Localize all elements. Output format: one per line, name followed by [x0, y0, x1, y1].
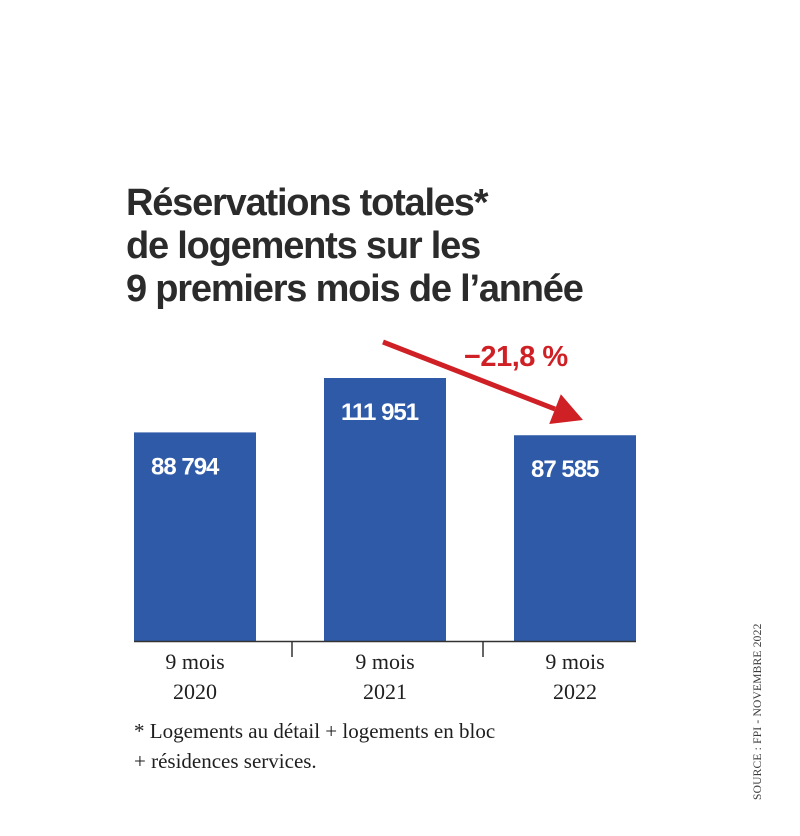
x-tick-label-2-0: 9 mois — [545, 649, 604, 674]
x-tick-label-2-1: 2022 — [553, 679, 597, 704]
trend-arrowhead — [549, 394, 583, 425]
bar-0 — [134, 432, 256, 641]
bar-1 — [324, 378, 446, 641]
x-tick-label-0-0: 9 mois — [165, 649, 224, 674]
chart-title-line-3: 9 premiers mois de l’année — [126, 268, 584, 310]
bar-2 — [514, 435, 636, 641]
trend-arrow-line — [382, 339, 556, 412]
footnote: * Logements au détail + logements en blo… — [134, 716, 654, 776]
chart-title-line-1: Réservations totales* — [126, 182, 488, 224]
chart-title-line-2: de logements sur les — [126, 225, 481, 267]
x-tick-label-1-0: 9 mois — [355, 649, 414, 674]
footnote-line-2: + résidences services. — [134, 749, 317, 773]
footnote-line-1: * Logements au détail + logements en blo… — [134, 719, 496, 743]
change-percent-label: −21,8 % — [464, 341, 568, 373]
x-tick-label-1-1: 2021 — [363, 679, 407, 704]
bar-value-label-1: 111 951 — [341, 399, 419, 426]
bar-value-label-2: 87 585 — [531, 456, 599, 483]
bar-value-label-0: 88 794 — [151, 453, 220, 480]
source-credit: SOURCE : FPI - NOVEMBRE 2022 — [752, 623, 764, 800]
x-tick-label-0-1: 2020 — [173, 679, 217, 704]
chart-title: Réservations totales* de logements sur l… — [126, 182, 686, 311]
